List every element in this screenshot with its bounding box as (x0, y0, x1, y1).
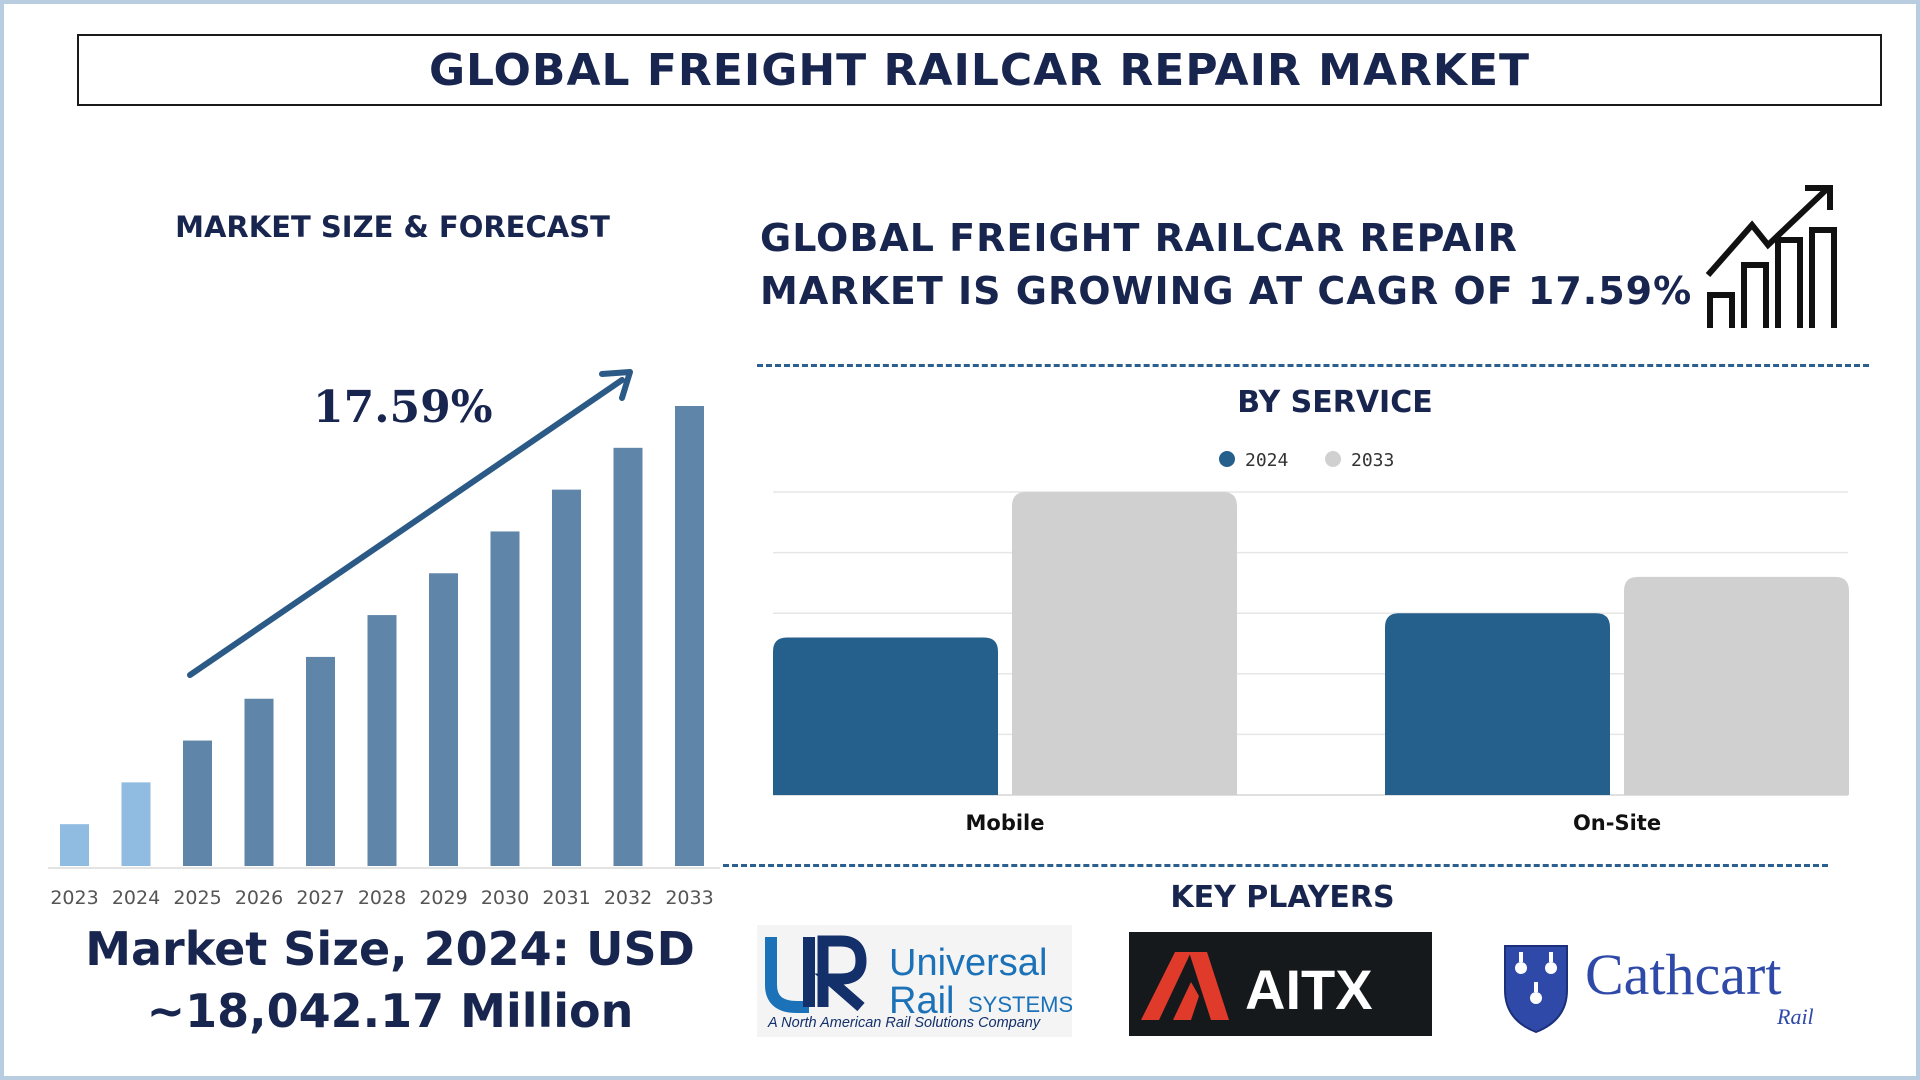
divider-top (757, 364, 1869, 367)
forecast-tick-label: 2028 (358, 887, 406, 909)
forecast-bar-2025 (183, 740, 212, 866)
legend-label-2024: 2024 (1245, 450, 1288, 471)
forecast-bar-2028 (367, 615, 397, 866)
page-title: GLOBAL FREIGHT RAILCAR REPAIR MARKET (428, 44, 1531, 96)
aitx-logo: AITX (1129, 932, 1432, 1036)
service-category-label: On-Site (1573, 811, 1661, 835)
growth-arrow-head (599, 369, 633, 401)
service-bar-on-site-2033 (1624, 576, 1849, 795)
forecast-tick-label: 2025 (173, 887, 221, 909)
cagr-line-2: MARKET IS GROWING AT CAGR OF 17.59% (760, 269, 1693, 313)
cagr-statement: GLOBAL FREIGHT RAILCAR REPAIR MARKET IS … (760, 212, 1700, 318)
forecast-tick-label: 2026 (235, 887, 283, 909)
forecast-bar-2024 (121, 782, 151, 866)
forecast-bar-2023 (60, 824, 89, 866)
forecast-bar-2027 (306, 656, 335, 866)
divider-bottom (723, 864, 1828, 867)
cagr-annotation: 17.59% (313, 382, 493, 433)
growth-arrow (187, 377, 625, 678)
cathcart-rail-logo: Cathcart Rail (1504, 942, 1814, 1034)
forecast-bar-2031 (552, 489, 581, 866)
left-baseline (48, 867, 720, 869)
forecast-tick-label: 2032 (604, 887, 652, 909)
universal-systems: SYSTEMS (968, 992, 1072, 1017)
aitx-name: AITX (1245, 958, 1373, 1021)
forecast-tick-label: 2033 (665, 887, 713, 909)
legend-label-2033: 2033 (1351, 450, 1394, 471)
market-size-heading: MARKET SIZE & FORECAST (175, 210, 610, 244)
cathcart-name: Cathcart (1585, 942, 1781, 1007)
legend-marker-2033 (1325, 451, 1341, 467)
forecast-tick-label: 2024 (112, 887, 160, 909)
aitx-mark-icon (1141, 952, 1191, 1020)
service-bar-mobile-2024 (773, 637, 998, 795)
forecast-bar-2029 (429, 573, 458, 866)
universal-tagline: A North American Rail Solutions Company (767, 1015, 1041, 1031)
forecast-tick-label: 2029 (419, 887, 467, 909)
service-category-label: Mobile (966, 811, 1045, 835)
forecast-bar-2026 (244, 698, 274, 866)
forecast-tick-label: 2023 (50, 887, 98, 909)
market-size-line-2: ~18,042.17 Million (146, 984, 634, 1038)
forecast-bar-2033 (675, 406, 704, 866)
forecast-tick-label: 2031 (542, 887, 590, 909)
legend-marker-2024 (1219, 451, 1235, 467)
universal-name: Universal (889, 942, 1047, 984)
forecast-bar-2030 (490, 531, 520, 866)
key-players-heading: KEY PLAYERS (1170, 880, 1395, 915)
service-chart-title: BY SERVICE (1237, 385, 1433, 420)
forecast-tick-label: 2030 (481, 887, 529, 909)
forecast-tick-label: 2027 (296, 887, 344, 909)
service-bar-on-site-2024 (1385, 613, 1610, 795)
universal-rail: Rail (889, 980, 954, 1022)
universal-rail-logo: Universal Rail SYSTEMS A North American … (757, 925, 1072, 1037)
market-size-line-1: Market Size, 2024: USD (85, 922, 695, 976)
cagr-line-1: GLOBAL FREIGHT RAILCAR REPAIR (760, 216, 1518, 260)
cathcart-sub: Rail (1776, 1004, 1814, 1029)
growth-chart-icon (1705, 185, 1837, 328)
forecast-bar-2032 (613, 447, 643, 866)
market-size-summary: Market Size, 2024: USD ~18,042.17 Millio… (40, 918, 740, 1042)
title-box: GLOBAL FREIGHT RAILCAR REPAIR MARKET (77, 34, 1882, 106)
service-bar-mobile-2033 (1012, 492, 1237, 795)
